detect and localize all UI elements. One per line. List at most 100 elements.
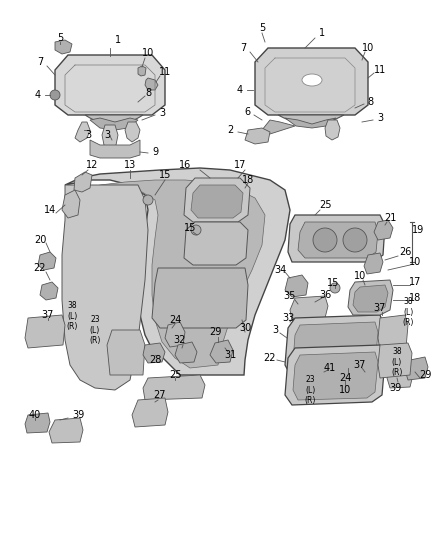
Text: 11: 11 — [374, 65, 386, 75]
Text: 8: 8 — [145, 88, 151, 98]
Text: 3: 3 — [85, 130, 91, 140]
Text: 10: 10 — [362, 43, 374, 53]
Text: 39: 39 — [72, 410, 84, 420]
Text: 34: 34 — [274, 265, 286, 275]
Text: 25: 25 — [169, 370, 181, 380]
Text: 32: 32 — [174, 335, 186, 345]
Circle shape — [143, 195, 153, 205]
Text: 29: 29 — [209, 327, 221, 337]
Text: 10: 10 — [142, 48, 154, 58]
Text: 41: 41 — [324, 363, 336, 373]
Polygon shape — [285, 118, 336, 128]
Polygon shape — [378, 343, 412, 378]
Text: 11: 11 — [159, 67, 171, 77]
Text: 15: 15 — [327, 278, 339, 288]
Text: 10: 10 — [409, 257, 421, 267]
Text: 7: 7 — [240, 43, 246, 53]
Polygon shape — [38, 252, 56, 270]
Polygon shape — [40, 282, 58, 300]
Polygon shape — [175, 342, 197, 363]
Text: 18: 18 — [242, 175, 254, 185]
Text: 29: 29 — [419, 370, 431, 380]
Text: 5: 5 — [57, 33, 63, 43]
Text: 12: 12 — [86, 160, 98, 170]
Text: 13: 13 — [124, 160, 136, 170]
Polygon shape — [132, 398, 168, 427]
Polygon shape — [288, 215, 385, 262]
Text: 31: 31 — [224, 350, 236, 360]
Polygon shape — [302, 360, 326, 383]
Polygon shape — [378, 315, 408, 350]
Text: 4: 4 — [237, 85, 243, 95]
Circle shape — [50, 90, 60, 100]
Text: 40: 40 — [29, 410, 41, 420]
Polygon shape — [405, 357, 428, 380]
Text: 37: 37 — [354, 360, 366, 370]
Polygon shape — [85, 115, 143, 125]
Text: 27: 27 — [154, 390, 166, 400]
Polygon shape — [85, 180, 265, 368]
Text: 33: 33 — [282, 313, 294, 323]
Text: 3: 3 — [104, 130, 110, 140]
Text: 35: 35 — [284, 291, 296, 301]
Polygon shape — [184, 178, 250, 222]
Polygon shape — [356, 285, 376, 305]
Polygon shape — [143, 343, 165, 363]
Polygon shape — [55, 55, 165, 115]
Circle shape — [330, 283, 340, 293]
Text: 38
(L)
(R): 38 (L) (R) — [391, 347, 403, 377]
Ellipse shape — [302, 74, 322, 86]
Text: 2: 2 — [227, 125, 233, 135]
Polygon shape — [75, 122, 90, 142]
Text: 37: 37 — [374, 303, 386, 313]
Polygon shape — [374, 220, 393, 240]
Text: 26: 26 — [399, 247, 411, 257]
Polygon shape — [293, 352, 378, 400]
Text: 19: 19 — [412, 225, 424, 235]
Circle shape — [343, 228, 367, 252]
Text: 23
(L)
(R): 23 (L) (R) — [304, 375, 316, 405]
Polygon shape — [210, 340, 233, 363]
Polygon shape — [255, 48, 368, 115]
Text: 10: 10 — [339, 385, 351, 395]
Text: 6: 6 — [244, 107, 250, 117]
Polygon shape — [191, 185, 243, 218]
Polygon shape — [184, 222, 248, 265]
Text: 17: 17 — [234, 160, 246, 170]
Polygon shape — [262, 120, 295, 134]
Polygon shape — [62, 190, 80, 218]
Text: 15: 15 — [184, 223, 196, 233]
Text: 9: 9 — [152, 147, 158, 157]
Text: 24: 24 — [169, 315, 181, 325]
Polygon shape — [49, 418, 83, 443]
Polygon shape — [245, 128, 270, 144]
Text: 7: 7 — [37, 57, 43, 67]
Polygon shape — [298, 222, 378, 258]
Polygon shape — [90, 140, 140, 158]
Text: 22: 22 — [34, 263, 46, 273]
Polygon shape — [285, 275, 308, 297]
Polygon shape — [325, 120, 340, 140]
Polygon shape — [55, 40, 72, 54]
Text: 25: 25 — [319, 200, 331, 210]
Text: 17: 17 — [409, 277, 421, 287]
Text: 37: 37 — [42, 310, 54, 320]
Polygon shape — [152, 268, 248, 328]
Circle shape — [191, 225, 201, 235]
Polygon shape — [278, 115, 344, 125]
Polygon shape — [143, 375, 205, 400]
Polygon shape — [387, 365, 413, 388]
Polygon shape — [90, 118, 138, 130]
Polygon shape — [62, 185, 148, 390]
Polygon shape — [65, 168, 290, 375]
Text: 38
(L)
(R): 38 (L) (R) — [66, 301, 78, 331]
Polygon shape — [348, 280, 393, 315]
Polygon shape — [125, 122, 140, 142]
Text: 38
(L)
(R): 38 (L) (R) — [403, 297, 413, 327]
Polygon shape — [290, 296, 328, 320]
Text: 24: 24 — [339, 373, 351, 383]
Text: 36: 36 — [319, 290, 331, 300]
Text: 1: 1 — [319, 28, 325, 38]
Polygon shape — [145, 78, 158, 90]
Text: 39: 39 — [389, 383, 401, 393]
